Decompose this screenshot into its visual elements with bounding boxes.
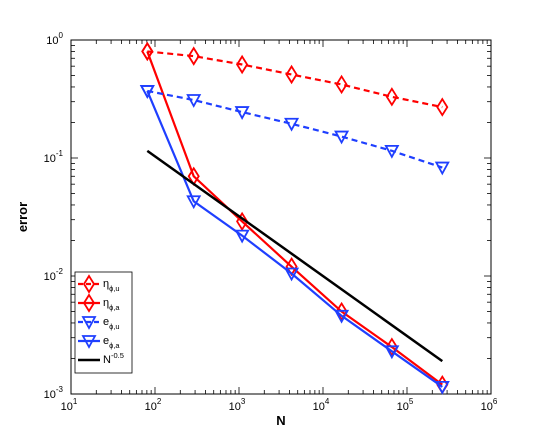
legend-marker-sample: [82, 274, 96, 294]
legend-entry: ηϕ,a: [78, 293, 120, 313]
legend-label: N-0.5: [103, 351, 124, 366]
axis-ticks: [70, 40, 491, 395]
data-point-marker: [335, 74, 348, 95]
data-point-marker: [186, 195, 202, 210]
series-line: [146, 149, 444, 363]
data-point-marker: [284, 117, 300, 132]
x-axis-title: N: [276, 413, 285, 428]
legend: ηϕ,u ηϕ,a eϕ,u eϕ,aN-0.5: [74, 271, 133, 374]
data-series: [139, 41, 450, 395]
legend-entry: N-0.5: [78, 351, 124, 366]
x-tick-label: 104: [313, 397, 330, 413]
x-tick-label: 102: [145, 397, 162, 413]
x-tick-label: 106: [481, 397, 498, 413]
data-point-marker: [236, 211, 249, 232]
legend-marker-sample: [82, 293, 96, 313]
y-tick-label: 10-3: [44, 385, 64, 401]
data-point-marker: [385, 87, 398, 107]
data-point-marker: [434, 161, 450, 176]
legend-label: eϕ,u: [103, 316, 120, 331]
data-point-marker: [236, 54, 249, 75]
legend-label: eϕ,a: [103, 335, 120, 350]
data-point-marker: [234, 229, 250, 244]
data-point-marker: [335, 301, 348, 322]
legend-entry: eϕ,u: [78, 316, 120, 331]
data-point-marker: [434, 380, 450, 395]
legend-entry: eϕ,a: [78, 335, 120, 350]
y-tick-label: 10-2: [44, 267, 64, 283]
legend-entry: ηϕ,u: [78, 274, 120, 294]
legend-marker-sample: [81, 335, 97, 349]
series-line: [146, 90, 443, 388]
data-point-marker: [334, 309, 350, 324]
data-point-marker: [284, 267, 300, 282]
plot-area: [70, 39, 492, 395]
data-point-marker: [139, 85, 155, 99]
data-point-marker: [384, 345, 400, 360]
data-point-marker: [234, 106, 250, 120]
axis-tick-labels: 101 102 103 104 105 106 10-3 10-2 10-1 100: [44, 31, 498, 413]
data-point-marker: [285, 64, 298, 85]
data-point-marker: [436, 97, 449, 117]
y-tick-label: 10-1: [44, 149, 64, 165]
data-point-marker: [186, 94, 202, 108]
data-point-marker: [384, 144, 400, 159]
legend-marker-sample: [81, 316, 97, 330]
y-tick-label: 100: [46, 31, 63, 47]
x-tick-label: 103: [229, 397, 246, 413]
series-5: [146, 149, 444, 363]
x-tick-label: 101: [61, 397, 78, 413]
legend-label: ηϕ,u: [103, 278, 120, 293]
x-tick-label: 105: [397, 397, 414, 413]
y-axis-title: error: [15, 202, 30, 232]
data-point-marker: [334, 130, 350, 145]
data-point-marker: [187, 46, 200, 66]
data-point-marker: [385, 337, 398, 357]
series-line: [147, 89, 443, 169]
series-4: [139, 85, 450, 395]
legend-box: [74, 271, 133, 374]
data-point-marker: [141, 41, 154, 62]
legend-label: ηϕ,a: [103, 297, 120, 312]
